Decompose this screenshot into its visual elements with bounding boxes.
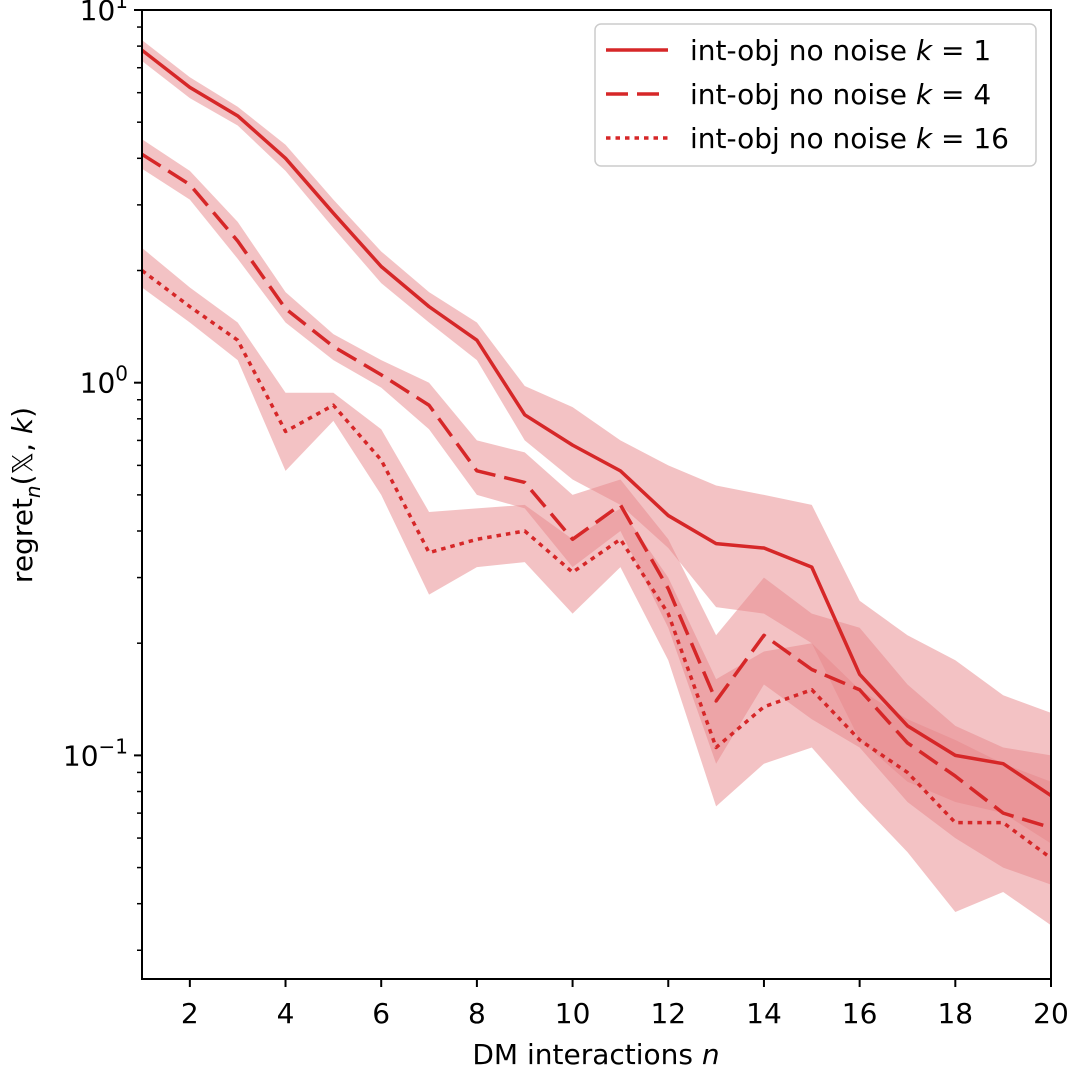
y-tick-label: 100 [80,362,128,400]
x-axis-label: DM interactions n [472,1038,719,1071]
x-tick-label: 12 [650,997,686,1030]
y-tick-label: 10−1 [63,734,128,772]
legend-label-k16: int-obj no noise k = 16 [690,122,1009,155]
x-tick-label: 20 [1033,997,1069,1030]
line-k1 [142,48,1051,798]
x-tick-label: 18 [937,997,973,1030]
y-axis: 101 100 10−1 [63,0,142,952]
line-k4 [142,152,1051,830]
confidence-bands [142,40,1051,926]
y-tick-label: 101 [80,0,128,27]
x-tick-label: 8 [468,997,486,1030]
x-tick-label: 16 [842,997,878,1030]
x-tick-label: 6 [372,997,390,1030]
x-tick-label: 14 [746,997,782,1030]
legend: int-obj no noise k = 1 int-obj no noise k… [594,23,1037,167]
band-k16 [142,247,1051,926]
y-axis-label: regretn(𝕏, k) [6,407,45,583]
x-tick-label: 4 [277,997,295,1030]
x-tick-label: 10 [555,997,591,1030]
x-tick-label: 2 [181,997,199,1030]
line-k16 [142,269,1051,860]
legend-box [594,23,1037,167]
legend-label-k1: int-obj no noise k = 1 [690,34,991,67]
legend-label-k4: int-obj no noise k = 4 [690,78,991,111]
series-lines [142,48,1051,860]
x-axis: 2 4 6 8 10 12 14 16 18 20 [181,979,1069,1030]
